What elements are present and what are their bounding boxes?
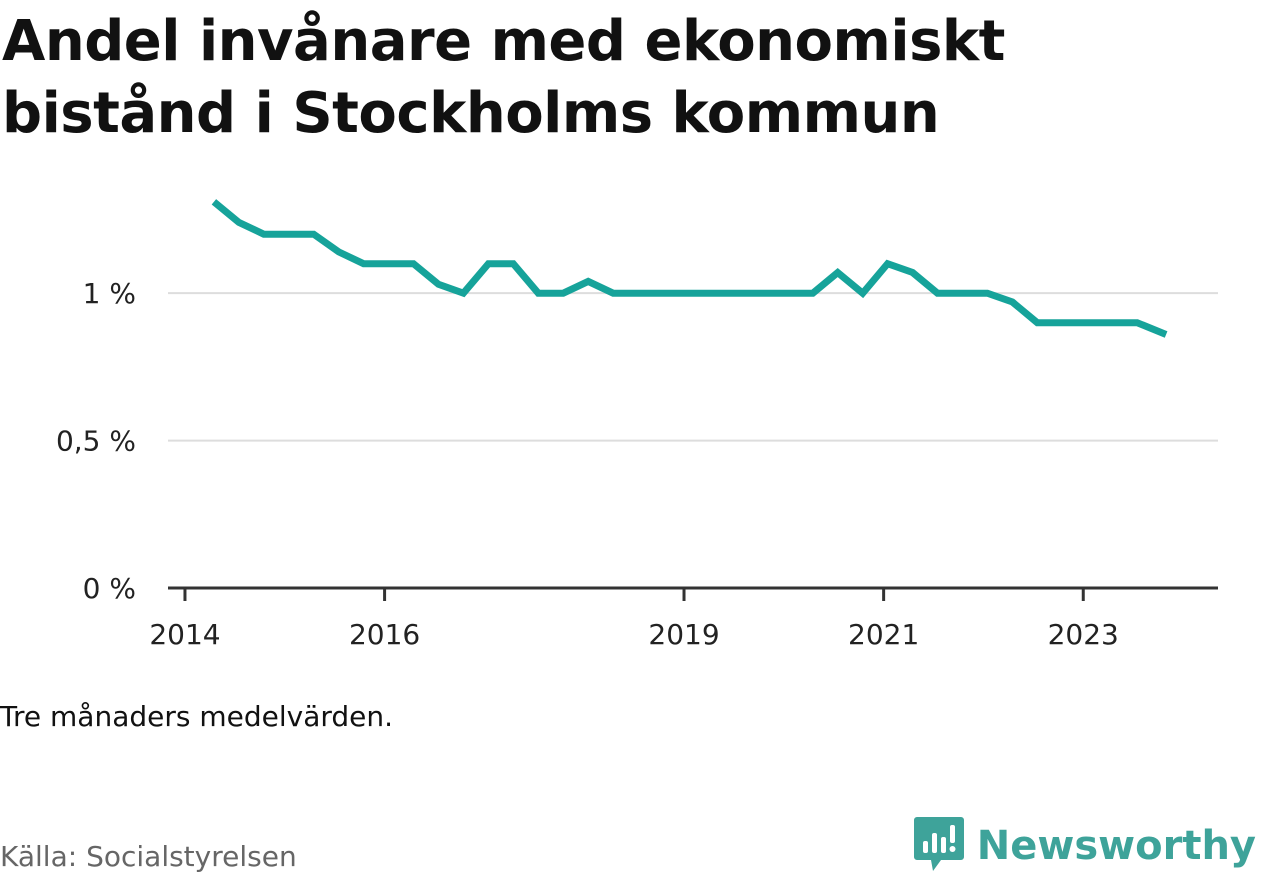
x-tick-label: 2014 [149, 618, 220, 651]
y-tick-label: 0 % [83, 572, 136, 605]
gridlines [168, 292, 1218, 442]
chart-title: Andel invånare med ekonomiskt bistånd i … [2, 9, 1005, 146]
newsworthy-logo-icon [913, 815, 965, 877]
x-tick-label: 2016 [349, 618, 420, 651]
x-axis: 2014 2016 2019 2021 2023 [149, 586, 1218, 651]
x-tick-label: 2019 [648, 618, 719, 651]
brand-logo[interactable]: Newsworthy [913, 815, 1256, 877]
x-tick-label: 2021 [848, 618, 919, 651]
source-text: Källa: Socialstyrelsen [0, 840, 297, 873]
series-line [211, 199, 1168, 338]
y-axis: 0 % 0,5 % 1 % [56, 277, 136, 605]
x-tick-label: 2023 [1048, 618, 1119, 651]
brand-name: Newsworthy [976, 823, 1256, 869]
series-layer [211, 199, 1168, 338]
y-tick-label: 1 % [83, 277, 136, 310]
y-tick-label: 0,5 % [56, 425, 136, 458]
line-chart: 0 % 0,5 % 1 % 2014 2016 2019 2021 2023 [56, 199, 1218, 651]
chart-note: Tre månaders medelvärden. [0, 700, 394, 733]
